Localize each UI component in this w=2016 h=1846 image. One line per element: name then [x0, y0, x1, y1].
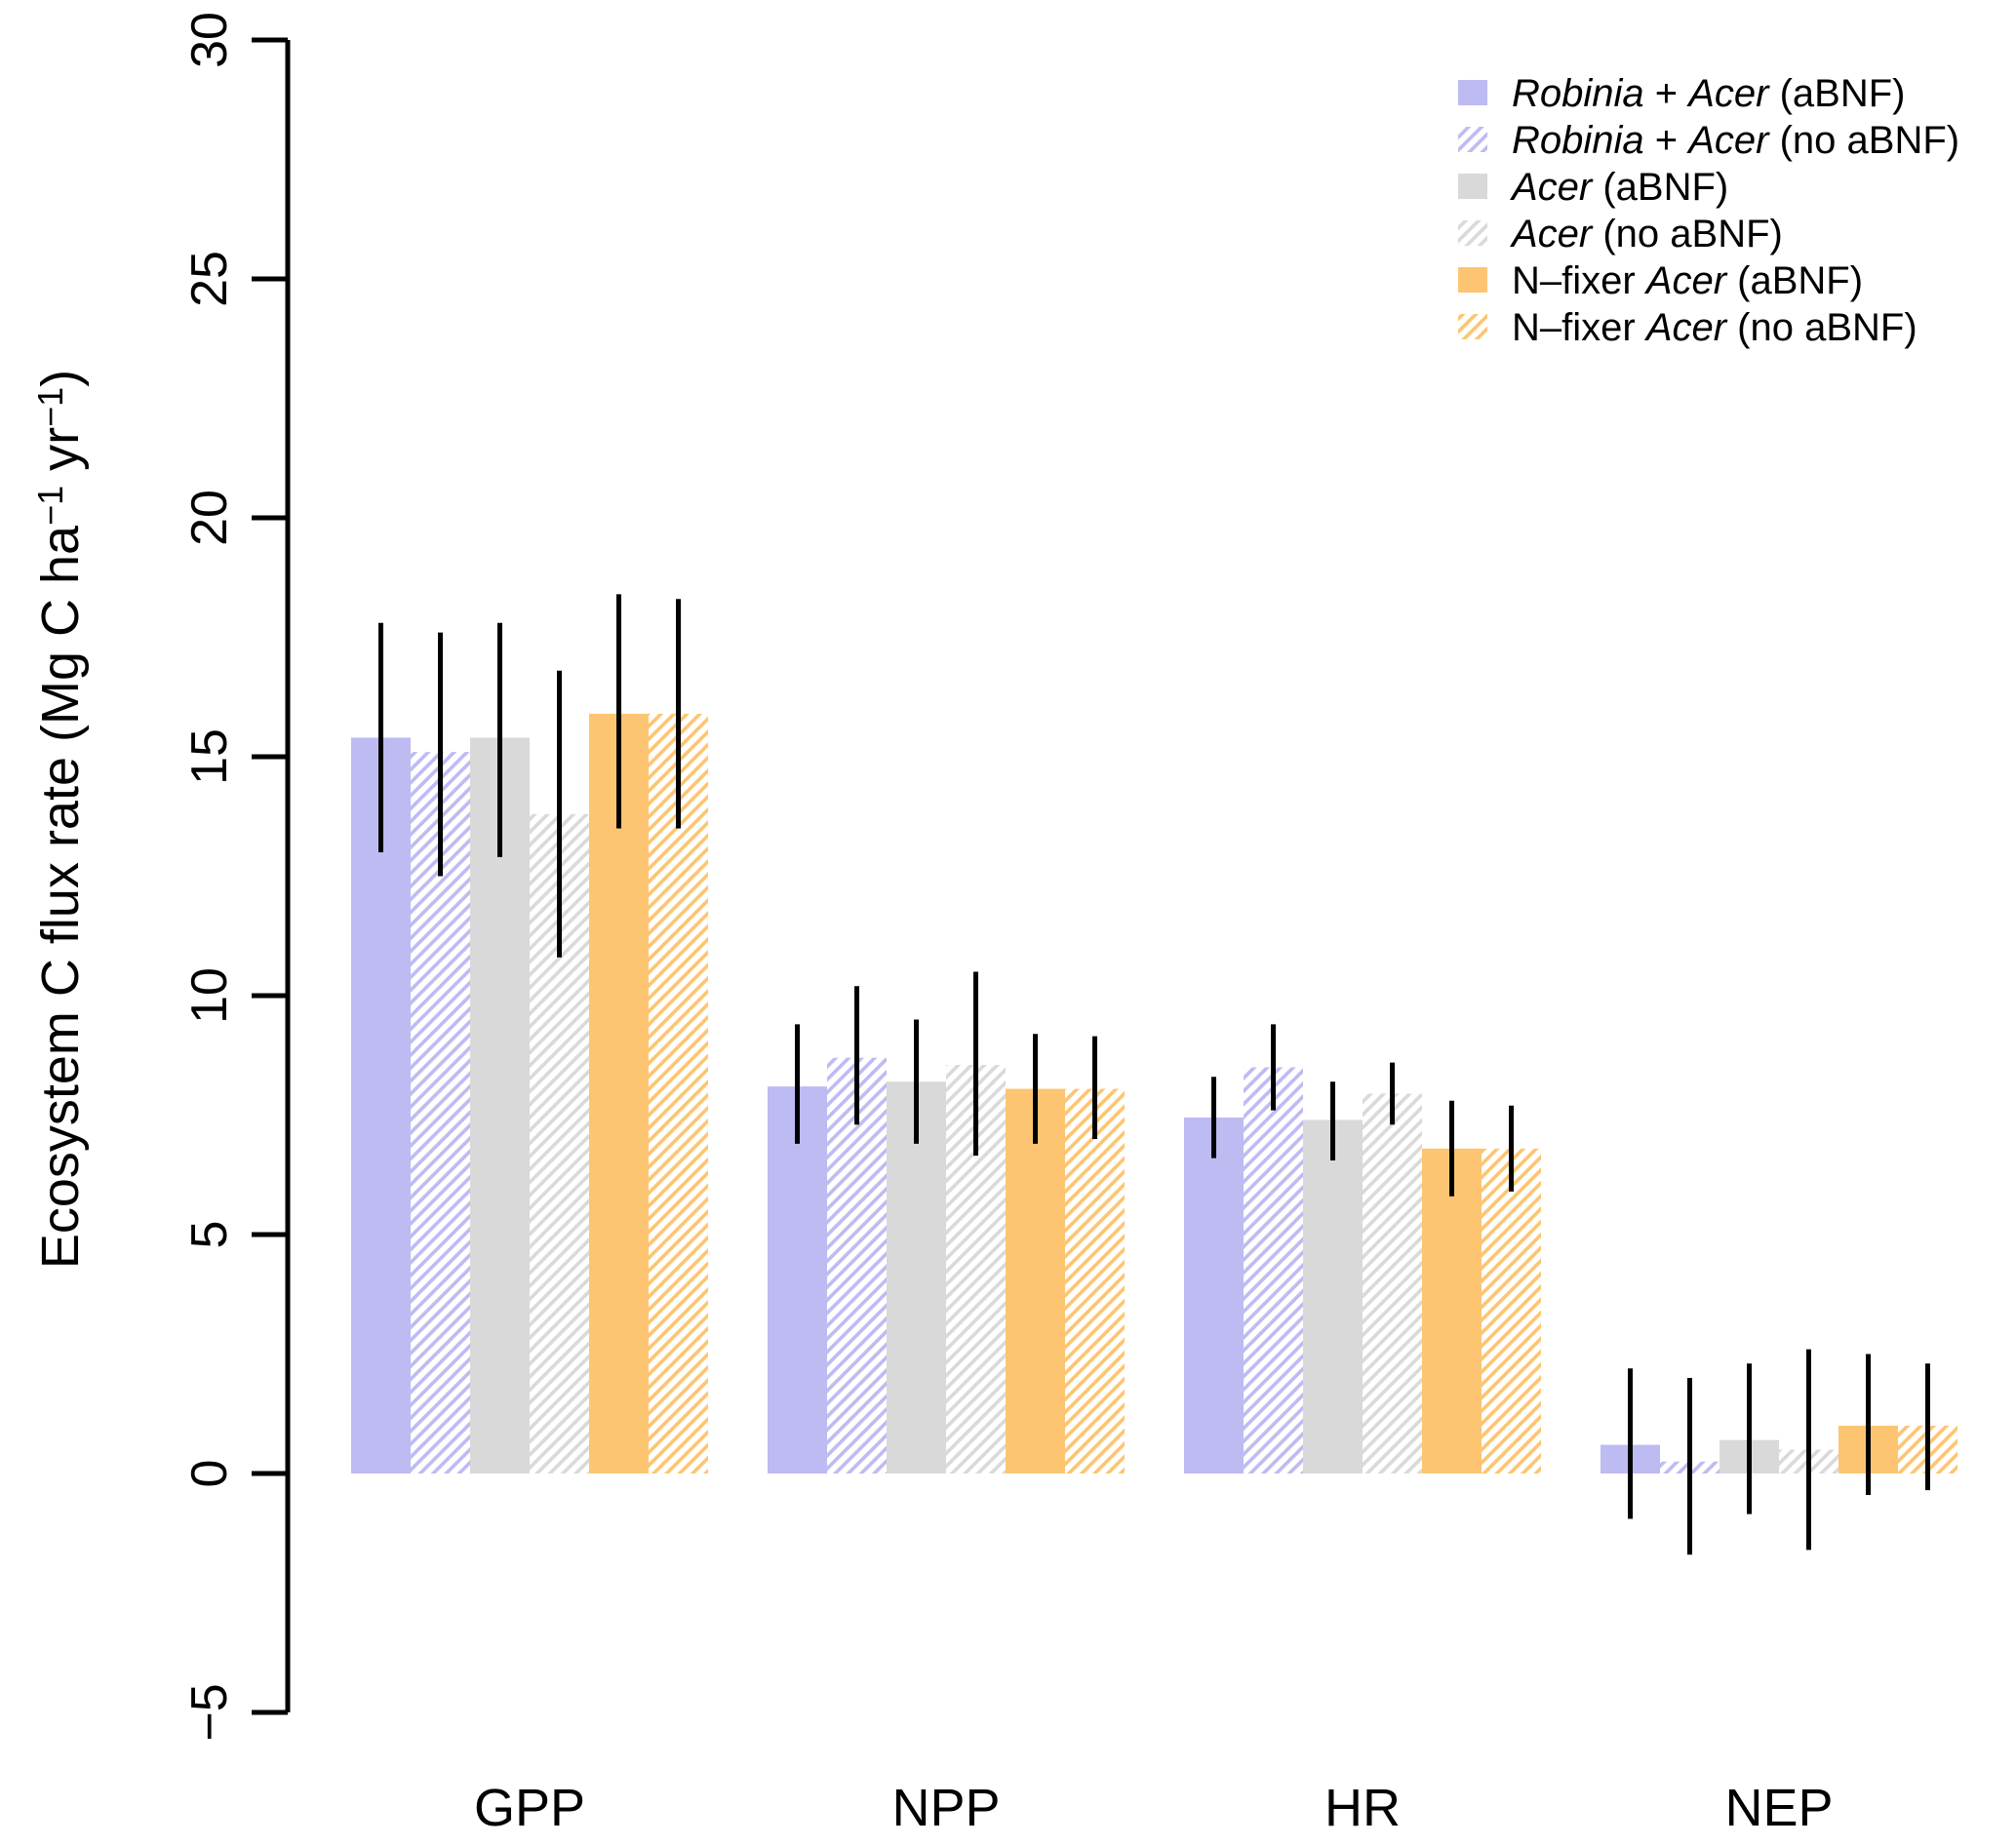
legend-swatch-hatched-4 [1458, 220, 1487, 246]
legend-label-4: Acer (no aBNF) [1510, 213, 1783, 255]
bar-gpp-series3 [470, 737, 530, 1473]
legend-swatch-solid-3 [1458, 174, 1487, 199]
bar-npp-series2 [827, 1057, 887, 1473]
legend-item-6: N–fixer Acer (no aBNF) [1458, 306, 1917, 349]
legend-label-5: N–fixer Acer (aBNF) [1512, 259, 1863, 302]
legend-label-1: Robinia + Acer (aBNF) [1512, 72, 1906, 115]
bar-npp-series1 [768, 1086, 827, 1473]
legend-label-2: Robinia + Acer (no aBNF) [1512, 119, 1959, 162]
bar-gpp-series5 [589, 713, 649, 1473]
legend: Robinia + Acer (aBNF)Robinia + Acer (no … [1458, 72, 1959, 349]
bar-npp-series5 [1006, 1088, 1065, 1473]
legend-label-6: N–fixer Acer (no aBNF) [1512, 306, 1917, 349]
legend-item-2: Robinia + Acer (no aBNF) [1458, 119, 1959, 162]
y-tick-label: 0 [181, 1460, 238, 1488]
legend-label-3: Acer (aBNF) [1510, 166, 1728, 209]
y-axis-title: Ecosystem C flux rate (Mg C ha−1 yr−1) [30, 370, 90, 1269]
y-tick-label: 10 [181, 967, 238, 1024]
y-tick-label: 20 [181, 490, 238, 546]
y-tick-label: 5 [181, 1221, 238, 1249]
bars-group [351, 713, 1957, 1473]
bar-hr-series6 [1482, 1148, 1541, 1473]
legend-item-5: N–fixer Acer (aBNF) [1458, 259, 1863, 302]
bar-hr-series1 [1184, 1117, 1244, 1473]
bar-gpp-series1 [351, 737, 411, 1473]
bar-hr-series5 [1422, 1148, 1482, 1473]
bar-npp-series3 [887, 1081, 946, 1473]
legend-swatch-solid-5 [1458, 267, 1487, 293]
x-label-hr: HR [1324, 1779, 1401, 1837]
bar-hr-series4 [1363, 1093, 1422, 1473]
x-label-npp: NPP [891, 1779, 1000, 1837]
error-bars-group [378, 594, 1930, 1555]
x-label-gpp: GPP [474, 1779, 585, 1837]
y-tick-label: 30 [181, 12, 238, 68]
bar-hr-series3 [1303, 1119, 1363, 1473]
y-tick-label: 25 [181, 251, 238, 307]
legend-swatch-hatched-2 [1458, 127, 1487, 152]
legend-item-1: Robinia + Acer (aBNF) [1458, 72, 1906, 115]
y-tick-label: −5 [181, 1683, 238, 1741]
bar-hr-series2 [1244, 1067, 1303, 1473]
y-tick-label: 15 [181, 728, 238, 785]
legend-item-4: Acer (no aBNF) [1458, 213, 1783, 255]
legend-swatch-solid-1 [1458, 80, 1487, 105]
legend-swatch-hatched-6 [1458, 314, 1487, 339]
bar-gpp-series6 [649, 713, 708, 1473]
bar-npp-series6 [1065, 1088, 1125, 1473]
x-label-nep: NEP [1724, 1779, 1833, 1837]
legend-item-3: Acer (aBNF) [1458, 166, 1728, 209]
